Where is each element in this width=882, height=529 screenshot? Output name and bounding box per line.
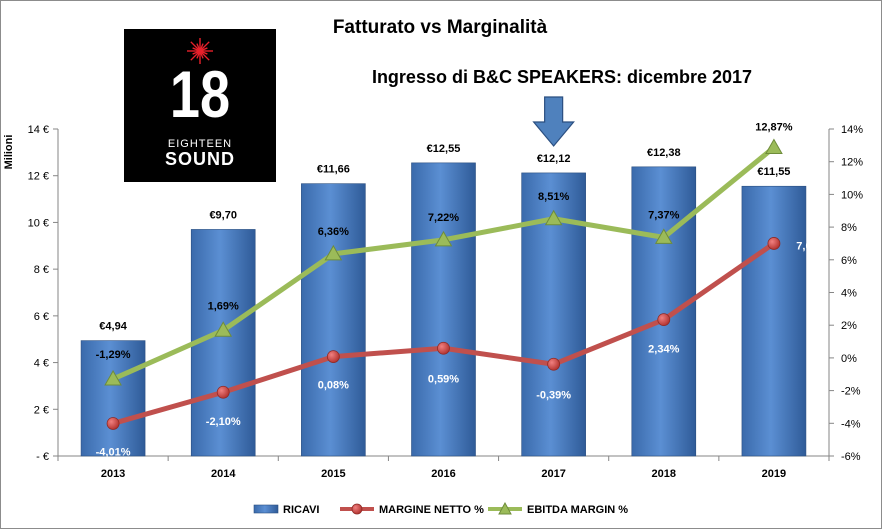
margine-netto-label: -2,10%	[206, 416, 241, 428]
y-left-tick-label: 12 €	[28, 171, 49, 183]
ebitda-margin-label: 12,87%	[755, 121, 793, 133]
y-right-tick-label: -6%	[841, 451, 861, 463]
bar	[741, 185, 807, 457]
margine-netto-label: 2,34%	[648, 344, 679, 356]
y-right-tick-label: 6%	[841, 255, 857, 267]
margine-netto-point	[767, 237, 781, 250]
bar-series	[80, 162, 807, 457]
margine-netto-label: 7,0	[796, 240, 811, 252]
bar	[631, 166, 697, 457]
ebitda-margin-point	[104, 369, 122, 386]
y-right-tick-label: -2%	[841, 386, 861, 398]
chart-title: Fatturato vs Marginalità	[333, 17, 548, 38]
margine-netto-point	[106, 417, 120, 430]
y-left-tick-label: 6 €	[34, 311, 49, 323]
logo-number: 18	[169, 57, 231, 131]
y-right-tick-label: 2%	[841, 320, 857, 332]
y-left-tick-label: 8 €	[34, 264, 49, 276]
ebitda-margin-label: 7,37%	[648, 209, 679, 221]
ebitda-margin-point	[654, 228, 673, 244]
annotation-text: Ingresso di B&C SPEAKERS: dicembre 2017	[372, 67, 752, 87]
bar	[190, 229, 256, 457]
x-tick-label: 2014	[211, 468, 236, 480]
bar-value-label: €4,94	[99, 321, 127, 333]
axes: - € 2 € 4 € 6 € 8 € 10 € 12 € 14 € -6% -4% -2% 0% 2%…	[28, 124, 864, 480]
ebitda-margin-label: 6,36%	[318, 226, 349, 238]
y-left-tick-label: 10 €	[28, 217, 49, 229]
bar-value-label: €12,55	[427, 143, 461, 155]
x-tick-label: 2013	[101, 468, 125, 480]
eighteen-sound-logo: 18 EIGHTEEN SOUND	[124, 29, 276, 182]
bar-value-label: €12,38	[647, 147, 681, 159]
x-tick-label: 2018	[652, 468, 676, 480]
y-left-tick-label: 14 €	[28, 124, 49, 136]
line-series	[104, 138, 783, 430]
logo-line2: SOUND	[164, 149, 235, 169]
bar-value-label: €9,70	[209, 209, 237, 221]
ebitda-margin-label: 8,51%	[538, 191, 569, 203]
ebitda-margin-point	[324, 244, 343, 261]
bar-value-label: €11,66	[317, 164, 350, 176]
margine-netto-label: -0,39%	[536, 389, 571, 401]
legend-swatch-marker	[351, 503, 363, 515]
y-right-tick-label: 0%	[841, 353, 857, 365]
star-core	[197, 48, 203, 54]
legend-swatch-marker	[498, 501, 512, 515]
down-arrow-shape	[532, 96, 575, 147]
legend-label: RICAVI	[283, 504, 319, 516]
star-icon	[187, 38, 213, 64]
y-left-tick-label: - €	[36, 451, 49, 463]
ebitda-margin-point	[765, 138, 783, 154]
y-right-tick-label: 8%	[841, 222, 857, 234]
margine-netto-label: 0,08%	[318, 380, 349, 392]
bar	[411, 162, 476, 457]
x-tick-label: 2017	[541, 468, 565, 480]
bar-value-label: €11,55	[757, 166, 790, 178]
margine-netto-label: -4,01%	[96, 446, 131, 458]
y-axis-label: Milioni	[3, 135, 15, 170]
ebitda-margin-label: 7,22%	[428, 212, 459, 224]
y-left-tick-label: 2 €	[34, 404, 49, 416]
ebitda-margin-point	[214, 321, 233, 337]
margine-netto-point	[326, 350, 340, 363]
bar-value-label: €12,12	[537, 153, 571, 165]
ebitda-margin-label: -1,29%	[96, 349, 131, 361]
y-right-tick-label: 12%	[841, 157, 863, 169]
x-tick-label: 2019	[762, 468, 786, 480]
y-left-tick-label: 4 €	[34, 358, 49, 370]
x-tick-label: 2015	[321, 468, 345, 480]
y-right-tick-label: -4%	[841, 418, 861, 430]
margine-netto-point	[437, 341, 450, 355]
ebitda-margin-point	[434, 230, 453, 247]
margine-netto-point	[657, 313, 671, 327]
ebitda-margin-point	[544, 209, 563, 226]
y-right-tick-label: 10%	[841, 189, 863, 201]
legend-label: EBITDA MARGIN %	[527, 504, 628, 516]
ebitda-margin-label: 1,69%	[208, 300, 239, 312]
bar-data-labels: €4,94 €9,70 €11,66 €12,55 €12,12 €12,38 €11,55	[99, 143, 790, 333]
bar	[301, 183, 366, 457]
legend-label: MARGINE NETTO %	[379, 504, 484, 516]
legend-swatch-bar	[253, 504, 279, 514]
line-data-labels: -4,01% -2,10% 0,08% 0,59% -0,39% 2,34% 7,0 -1,2…	[96, 121, 812, 458]
down-arrow-icon	[532, 96, 575, 147]
legend: RICAVI MARGINE NETTO % EBITDA MARGIN %	[253, 501, 628, 516]
y-right-tick-label: 4%	[841, 288, 857, 300]
y-right-tick-label: 14%	[841, 124, 863, 136]
margine-netto-point	[547, 357, 561, 371]
margine-netto-point	[216, 385, 230, 399]
bar	[80, 340, 146, 457]
margine-netto-label: 0,59%	[428, 373, 459, 385]
logo-line1: EIGHTEEN	[167, 138, 233, 150]
x-tick-label: 2016	[431, 468, 455, 480]
